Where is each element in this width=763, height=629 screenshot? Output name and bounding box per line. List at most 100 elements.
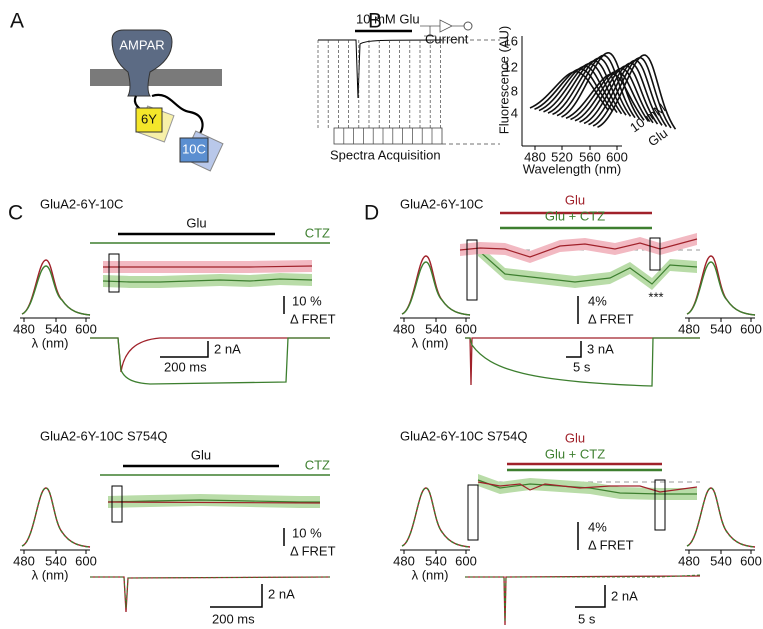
x-tick-label: 520 <box>551 149 573 164</box>
spectrum <box>597 54 677 130</box>
fret-trace-line <box>103 265 313 268</box>
drug-label: CTZ <box>305 457 330 472</box>
sample-window <box>467 484 479 541</box>
x-tick-label: 600 <box>455 553 477 568</box>
x-tick-label: 540 <box>45 321 67 336</box>
significance-label: *** <box>648 289 663 304</box>
y-tick-label: 16 <box>504 33 518 48</box>
axis-label: λ (nm) <box>412 567 449 582</box>
scale-label: Δ FRET <box>588 537 634 552</box>
current-trace <box>90 337 330 373</box>
fret-trace-line <box>102 278 313 283</box>
x-tick-label: 480 <box>13 553 35 568</box>
drug-label: CTZ <box>305 225 330 240</box>
x-tick-label: 540 <box>425 321 447 336</box>
spectrum <box>686 487 756 548</box>
fret-trace-line <box>477 249 698 285</box>
spectrum <box>592 57 672 129</box>
spectrum <box>401 487 471 548</box>
scale-label: 200 ms <box>164 359 207 374</box>
x-tick-label: 480 <box>13 321 35 336</box>
scale-label: 2 nA <box>611 588 638 603</box>
sample-window <box>649 237 661 271</box>
drug-label: Glu <box>191 447 211 462</box>
x-tick-label: 600 <box>75 553 97 568</box>
spectrum <box>21 265 91 316</box>
axis-label: λ (nm) <box>412 335 449 350</box>
current-trace <box>90 576 331 609</box>
axis-label: λ (nm) <box>32 335 69 350</box>
fret-trace-line <box>107 501 321 504</box>
fret-trace <box>460 233 697 263</box>
x-tick-label: 480 <box>393 553 415 568</box>
x-tick-label: 540 <box>45 553 67 568</box>
sample-window <box>111 485 123 523</box>
drug-label: Glu + CTZ <box>545 446 605 461</box>
fret-trace-line <box>107 499 320 503</box>
x-tick-label: 560 <box>579 149 601 164</box>
fret-trace <box>478 244 697 290</box>
membrane <box>90 69 222 86</box>
y-tick-label: 8 <box>511 83 518 98</box>
construct-label: GluA2-6Y-10C <box>400 196 483 211</box>
spectrum <box>561 52 641 120</box>
construct-label: GluA2-6Y-10C <box>40 196 123 211</box>
spectrum <box>686 261 756 316</box>
acceptor <box>179 137 209 163</box>
x-tick-label: 480 <box>524 149 546 164</box>
drug-label: Glu <box>565 192 585 207</box>
x-tick-label: 600 <box>75 321 97 336</box>
sample-window <box>654 479 666 531</box>
protein-label: AMPAR <box>119 37 164 52</box>
scale-label: Δ FRET <box>290 543 336 558</box>
scale-bar <box>210 584 263 608</box>
ground-icon <box>424 26 436 37</box>
x-tick-label: 540 <box>710 553 732 568</box>
drug-label: Glu + CTZ <box>545 208 605 223</box>
acceptor-label: 10C <box>182 141 206 156</box>
scale-label: 5 s <box>578 611 596 626</box>
acquisition-frames <box>333 127 443 145</box>
x-tick-label: 480 <box>393 321 415 336</box>
y-tick-label: 4 <box>511 105 518 120</box>
spectrum <box>556 54 636 119</box>
x-tick-label: 600 <box>455 321 477 336</box>
spectrum <box>401 261 471 316</box>
scale-label: 10 % <box>292 525 322 540</box>
scale-label: 2 nA <box>214 341 241 356</box>
current-trace <box>90 337 330 385</box>
spectrum <box>21 487 91 548</box>
acquisition-label: Spectra Acquisition <box>330 147 441 162</box>
axis-label: λ (nm) <box>32 567 69 582</box>
scale-bar <box>160 341 209 358</box>
panel-label: D <box>364 202 379 225</box>
sample-window <box>108 253 120 293</box>
x-tick-label: 600 <box>606 149 628 164</box>
scale-label: 2 nA <box>268 586 295 601</box>
x-tick-label: 540 <box>425 553 447 568</box>
stimulus-label: 10 mM Glu <box>356 11 420 26</box>
y-tick-label: 12 <box>504 59 518 74</box>
x-tick-label: 540 <box>710 321 732 336</box>
construct-label: GluA2-6Y-10C S754Q <box>40 428 167 443</box>
scale-label: 5 s <box>573 359 591 374</box>
sample-window <box>466 239 478 301</box>
electrode-icon <box>463 21 473 31</box>
scale-label: 3 nA <box>587 341 614 356</box>
scale-bar <box>566 341 582 358</box>
spectrum <box>565 73 645 121</box>
axis-label: Fluorescence (AU) <box>496 26 511 134</box>
linker <box>151 93 204 137</box>
scale-label: 4% <box>588 293 607 308</box>
fret-trace-line <box>477 481 698 493</box>
fret-trace <box>108 494 320 508</box>
panel-label: A <box>10 10 24 33</box>
panel-label: C <box>8 202 23 225</box>
scale-label: 10 % <box>292 293 322 308</box>
receptor <box>111 29 173 97</box>
donor <box>135 107 163 133</box>
donor-label: 6Y <box>141 111 157 126</box>
x-tick-label: 480 <box>678 553 700 568</box>
